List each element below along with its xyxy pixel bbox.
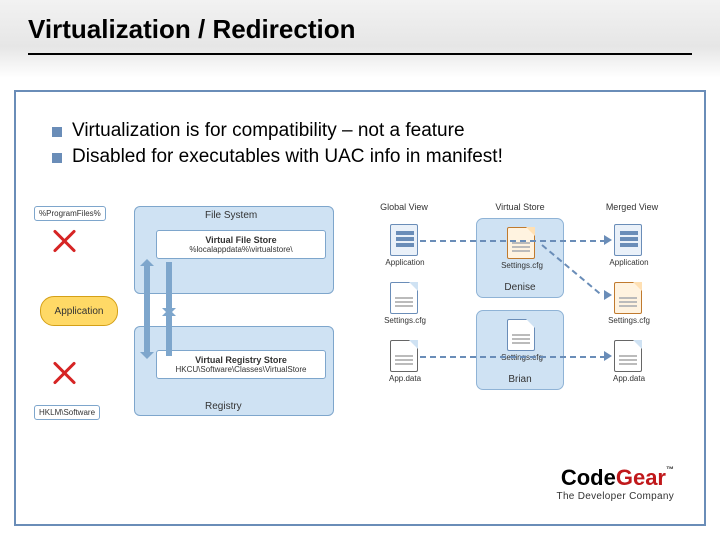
app-file-icon [614,224,642,256]
file-label: Application [594,258,664,267]
logo-text: CodeGear™ [561,465,674,490]
vrs-title: Virtual Registry Store [163,355,319,365]
app-file-icon [390,224,418,256]
bullet-item: Virtualization is for compatibility – no… [52,120,684,142]
arrow-icon [604,351,612,361]
data-file-icon [614,340,642,372]
red-x-icon [52,228,78,254]
bullet-square-icon [52,153,62,163]
user-brian-group: Settings.cfg Brian [476,310,564,390]
dash-connector [420,240,606,242]
header-band: Virtualization / Redirection [0,0,720,78]
arrow-icon [166,312,172,356]
arrow-icon [144,312,150,356]
cfg-file-icon [614,282,642,314]
bullet-list: Virtualization is for compatibility – no… [16,92,704,188]
registry-label: Registry [205,401,242,412]
virtual-registry-store-box: Virtual Registry Store HKCU\Software\Cla… [156,350,326,379]
filesystem-label: File System [205,210,257,221]
content-frame: Virtualization is for compatibility – no… [14,90,706,526]
virtualization-diagram: File System Registry Virtual File Store … [34,200,334,430]
file-label: App.data [594,374,664,383]
user-name: Denise [477,282,563,293]
logo-subtitle: The Developer Company [557,491,674,502]
logo-part2: Gear [616,465,666,490]
bullet-text: Disabled for executables with UAC info i… [72,146,503,168]
user-name: Brian [477,374,563,385]
vrs-path: HKCU\Software\Classes\VirtualStore [163,365,319,374]
application-pill: Application [40,296,118,326]
bullet-text: Virtualization is for compatibility – no… [72,120,465,142]
file-label: Application [370,258,440,267]
arrow-icon [144,262,150,312]
arrow-icon [604,290,612,300]
bullet-item: Disabled for executables with UAC info i… [52,146,684,168]
cfg-file-icon [507,319,535,351]
cfg-file-icon [390,282,418,314]
col-virtual-store: Virtual Store [480,202,560,212]
virtual-file-store-box: Virtual File Store %localappdata%\virtua… [156,230,326,259]
vfs-title: Virtual File Store [163,235,319,245]
dash-connector [420,356,606,358]
file-label: Settings.cfg [594,316,664,325]
file-label: App.data [370,374,440,383]
programfiles-tag: %ProgramFiles% [34,206,106,221]
footer-logo: CodeGear™ The Developer Company [557,465,674,502]
data-file-icon [390,340,418,372]
logo-part1: Code [561,465,616,490]
arrow-icon [604,235,612,245]
hklm-tag: HKLM\Software [34,405,100,420]
user-denise-group: Settings.cfg Denise [476,218,564,298]
file-label: Settings.cfg [487,261,557,270]
vfs-path: %localappdata%\virtualstore\ [163,245,319,254]
col-global-view: Global View [364,202,444,212]
logo-tm: ™ [666,465,674,474]
bullet-square-icon [52,127,62,137]
red-x-icon [52,360,78,386]
col-merged-view: Merged View [592,202,672,212]
cfg-file-icon [507,227,535,259]
merged-view-diagram: Global View Virtual Store Merged View Ap… [364,200,674,430]
slide-title: Virtualization / Redirection [28,14,692,55]
diagram-area: File System Registry Virtual File Store … [34,200,686,464]
file-label: Settings.cfg [370,316,440,325]
